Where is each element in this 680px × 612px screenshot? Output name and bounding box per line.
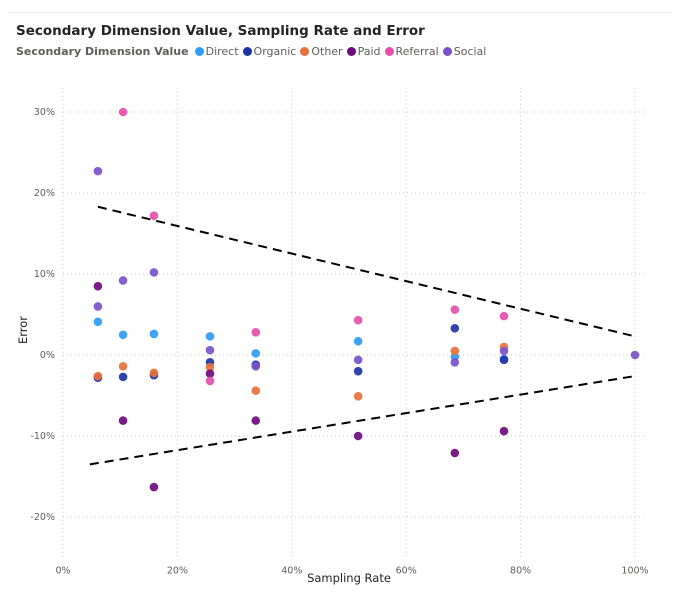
data-point-direct[interactable] — [205, 332, 215, 341]
data-point-organic[interactable] — [353, 366, 363, 376]
chart-title: Secondary Dimension Value, Sampling Rate… — [16, 23, 425, 39]
legend-label: Paid — [357, 45, 381, 58]
data-point-social[interactable] — [149, 268, 159, 277]
data-point-direct[interactable] — [353, 336, 363, 346]
x-tick-label: 100% — [621, 566, 648, 577]
data-point-paid[interactable] — [499, 426, 509, 436]
data-point-direct[interactable] — [118, 330, 128, 340]
legend-title: Secondary Dimension Value — [16, 45, 189, 58]
data-point-referral[interactable] — [149, 211, 159, 220]
data-point-other[interactable] — [353, 392, 363, 401]
x-tick-label: 20% — [167, 566, 188, 577]
legend-label: Social — [453, 45, 487, 58]
data-point-other[interactable] — [450, 346, 460, 356]
trend-line — [97, 205, 636, 338]
data-point-referral[interactable] — [450, 305, 460, 314]
data-point-referral[interactable] — [118, 107, 128, 117]
legend-item-paid[interactable]: Paid — [346, 45, 381, 58]
data-point-other[interactable] — [251, 386, 261, 395]
x-tick-label: 0% — [55, 566, 70, 577]
y-tick-label: -10% — [30, 431, 55, 442]
data-point-organic[interactable] — [499, 355, 509, 365]
data-point-referral[interactable] — [251, 328, 261, 337]
x-tick-label: 40% — [281, 566, 302, 577]
legend-dot-icon — [384, 47, 394, 56]
data-point-social[interactable] — [205, 345, 215, 355]
data-point-social[interactable] — [93, 166, 103, 176]
data-point-social[interactable] — [118, 276, 128, 285]
legend-item-organic[interactable]: Organic — [242, 45, 297, 58]
legend-item-other[interactable]: Other — [300, 45, 343, 58]
x-tick-label: 80% — [510, 566, 531, 577]
legend-label: Direct — [205, 45, 239, 58]
legend-dot-icon — [242, 47, 252, 56]
data-point-paid[interactable] — [251, 416, 261, 425]
data-point-other[interactable] — [205, 362, 215, 372]
y-axis-label: Error — [16, 316, 30, 344]
data-point-referral[interactable] — [205, 376, 215, 386]
data-point-social[interactable] — [630, 350, 640, 360]
data-point-organic[interactable] — [118, 372, 128, 382]
data-point-organic[interactable] — [450, 323, 460, 333]
data-point-paid[interactable] — [118, 416, 128, 425]
y-tick-label: 30% — [34, 107, 55, 118]
data-point-social[interactable] — [93, 302, 103, 311]
legend-dot-icon — [346, 47, 356, 56]
y-tick-label: 10% — [34, 269, 55, 280]
data-point-paid[interactable] — [450, 448, 460, 458]
legend-label: Referral — [395, 45, 439, 58]
legend-label: Organic — [253, 45, 297, 58]
legend-item-referral[interactable]: Referral — [384, 45, 439, 58]
data-point-other[interactable] — [118, 362, 128, 371]
data-point-referral[interactable] — [499, 311, 509, 321]
legend-dot-icon — [442, 47, 452, 56]
legend: Secondary Dimension Value Direct Organic O… — [16, 45, 490, 58]
data-point-paid[interactable] — [93, 281, 103, 291]
data-point-other[interactable] — [149, 368, 159, 378]
legend-item-social[interactable]: Social — [442, 45, 487, 58]
data-point-direct[interactable] — [251, 349, 261, 358]
y-tick-label: 0% — [40, 350, 55, 361]
data-point-other[interactable] — [93, 371, 103, 381]
x-axis-label: Sampling Rate — [307, 571, 391, 585]
trend-line — [89, 375, 636, 466]
legend-dot-icon — [300, 47, 310, 56]
data-point-referral[interactable] — [353, 315, 363, 325]
data-point-social[interactable] — [499, 346, 509, 356]
data-point-direct[interactable] — [93, 317, 103, 327]
data-point-direct[interactable] — [149, 329, 159, 339]
data-point-paid[interactable] — [205, 369, 215, 378]
y-tick-label: 20% — [34, 188, 55, 199]
data-point-paid[interactable] — [149, 482, 159, 492]
x-tick-label: 60% — [396, 566, 417, 577]
data-point-social[interactable] — [251, 362, 261, 371]
data-point-social[interactable] — [353, 355, 363, 365]
data-point-social[interactable] — [450, 357, 460, 367]
legend-label: Other — [311, 45, 343, 58]
legend-item-direct[interactable]: Direct — [194, 45, 239, 58]
legend-dot-icon — [194, 47, 204, 56]
y-tick-label: -20% — [30, 512, 55, 523]
card-top-border — [8, 12, 672, 13]
data-point-paid[interactable] — [353, 431, 363, 441]
